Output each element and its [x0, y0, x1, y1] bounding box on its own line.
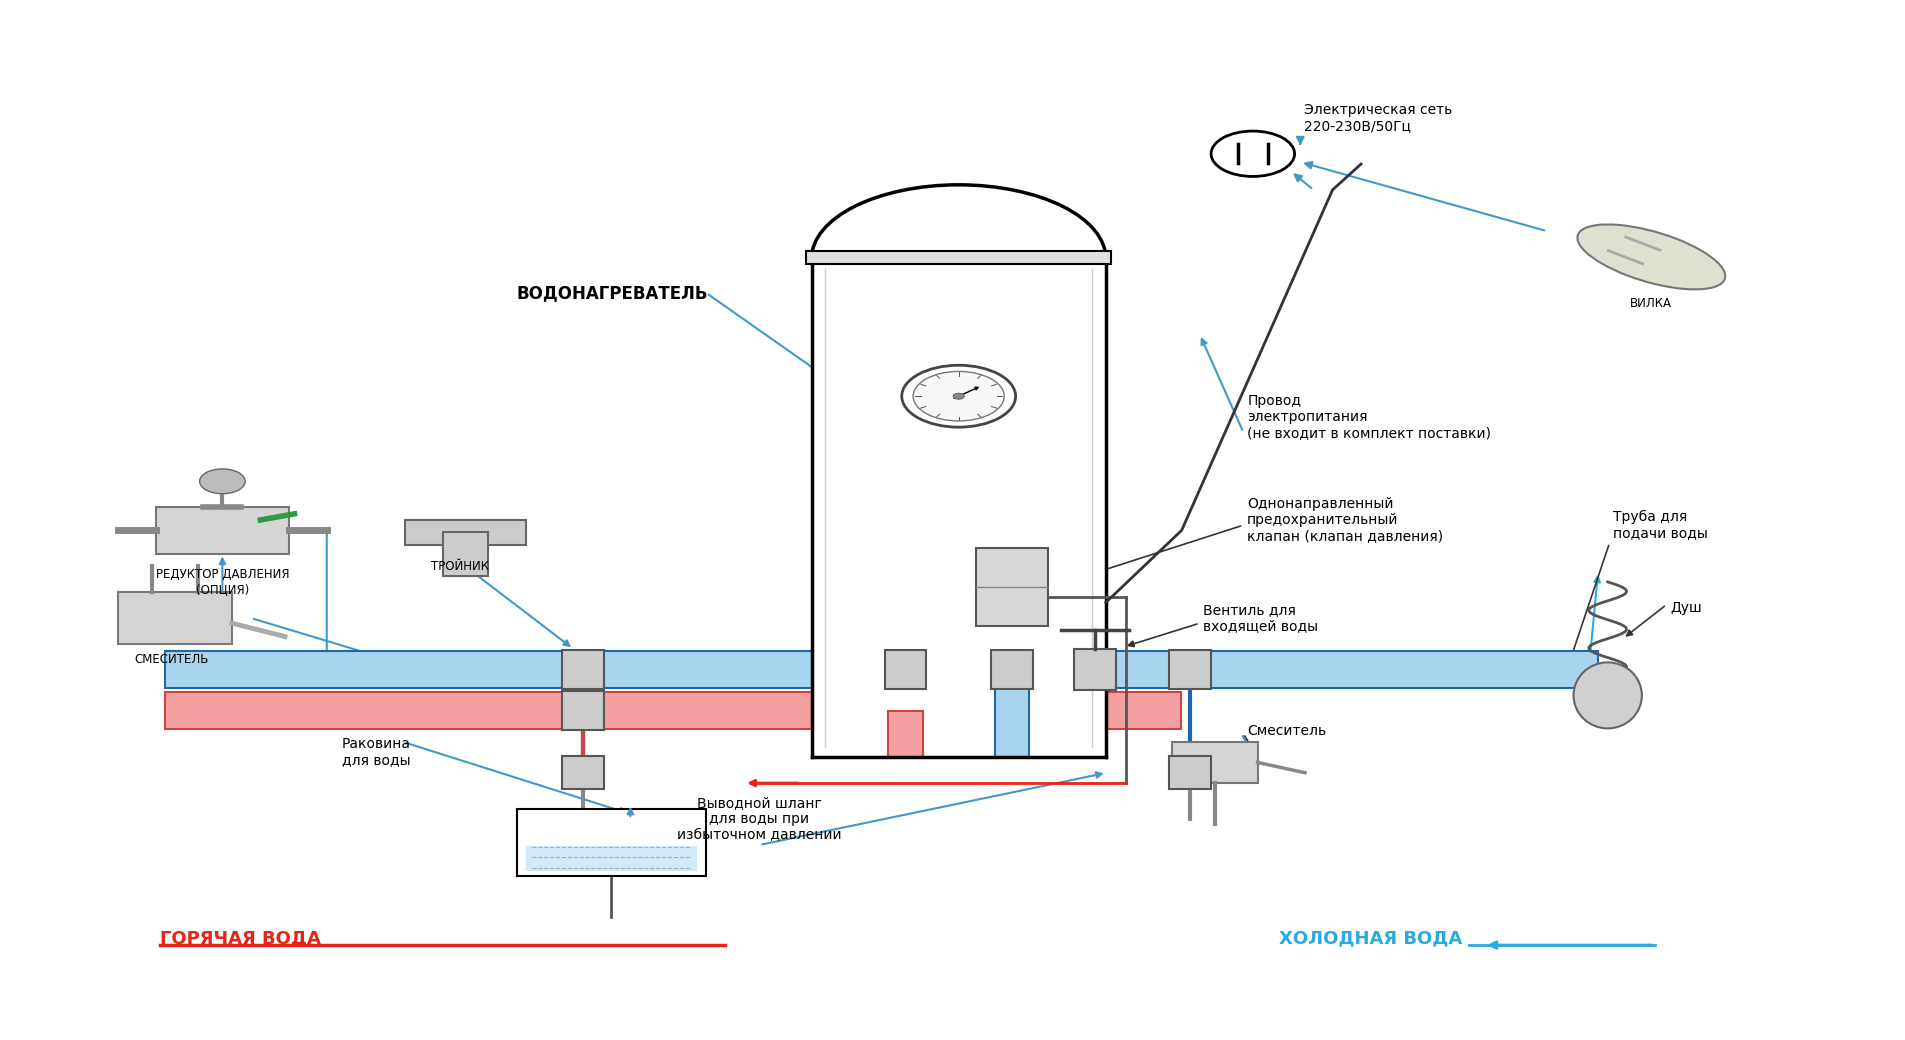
Text: Смеситель: Смеситель — [1246, 725, 1326, 738]
Text: ХОЛОДНАЯ ВОДА: ХОЛОДНАЯ ВОДА — [1278, 929, 1461, 946]
Bar — [812, 258, 1105, 757]
Text: ВИЛКА: ВИЛКА — [1629, 296, 1671, 310]
Text: СМЕСИТЕЛЬ: СМЕСИТЕЛЬ — [133, 653, 208, 666]
Bar — [994, 670, 1029, 757]
Text: ТРОЙНИК: ТРОЙНИК — [431, 560, 488, 573]
Bar — [562, 650, 604, 690]
Text: ВОДОНАГРЕВАТЕЛЬ: ВОДОНАГРЕВАТЕЛЬ — [516, 284, 707, 302]
Bar — [562, 692, 604, 730]
Text: Выводной шланг
для воды при
избыточном давлении: Выводной шланг для воды при избыточном д… — [676, 796, 842, 842]
Bar — [166, 651, 1598, 688]
Bar — [404, 520, 526, 545]
Text: Электрическая сеть
220-230В/50Гц: Электрическая сеть 220-230В/50Гц — [1303, 103, 1452, 133]
Circle shape — [952, 393, 964, 399]
Text: Труба для
подачи воды: Труба для подачи воды — [1612, 510, 1707, 541]
Bar — [991, 650, 1033, 690]
Circle shape — [1210, 131, 1293, 177]
Bar — [166, 693, 1179, 729]
Text: Душ: Душ — [1669, 601, 1701, 615]
Bar — [516, 809, 707, 876]
Bar — [975, 548, 1048, 626]
Bar — [1172, 742, 1257, 783]
Text: Раковина
для воды: Раковина для воды — [341, 737, 411, 768]
Circle shape — [200, 469, 246, 494]
Circle shape — [901, 365, 1015, 427]
Bar — [156, 508, 290, 553]
FancyBboxPatch shape — [817, 258, 1099, 757]
Bar — [442, 532, 488, 576]
Bar — [526, 846, 697, 870]
Text: РЕДУКТОР ДАВЛЕНИЯ
(ОПЦИЯ): РЕДУКТОР ДАВЛЕНИЯ (ОПЦИЯ) — [156, 568, 290, 596]
Bar — [1170, 650, 1210, 690]
Text: Вентиль для
входящей воды: Вентиль для входящей воды — [1202, 603, 1318, 633]
Text: Провод
электропитания
(не входит в комплект поставки): Провод электропитания (не входит в компл… — [1246, 393, 1490, 440]
Text: ГОРЯЧАЯ ВОДА: ГОРЯЧАЯ ВОДА — [160, 929, 320, 946]
Ellipse shape — [1577, 225, 1724, 289]
Bar — [806, 251, 1111, 263]
Bar — [884, 650, 926, 690]
Ellipse shape — [1574, 662, 1640, 728]
Circle shape — [912, 371, 1004, 421]
Bar — [1074, 649, 1116, 691]
Bar — [1170, 756, 1210, 789]
Bar — [562, 756, 604, 789]
Bar — [118, 592, 232, 644]
Bar — [888, 711, 922, 757]
Text: Однонаправленный
предохранительный
клапан (клапан давления): Однонаправленный предохранительный клапа… — [1246, 497, 1442, 543]
